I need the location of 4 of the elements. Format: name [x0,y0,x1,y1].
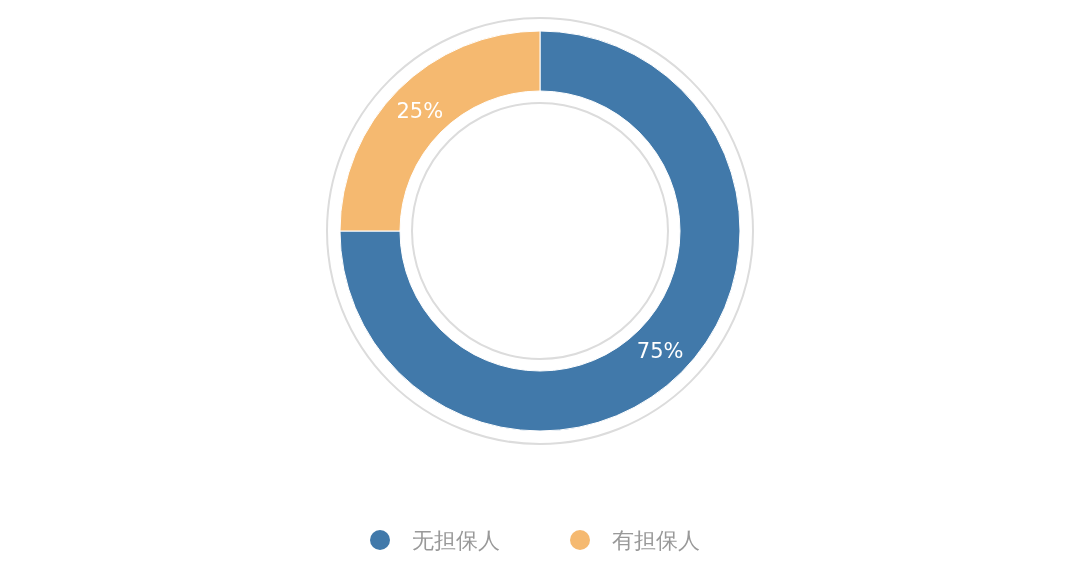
legend-label: 无担保人 [412,527,500,553]
legend-label: 有担保人 [612,527,700,553]
data-label: 75% [636,339,684,364]
data-label: 25% [396,98,444,123]
